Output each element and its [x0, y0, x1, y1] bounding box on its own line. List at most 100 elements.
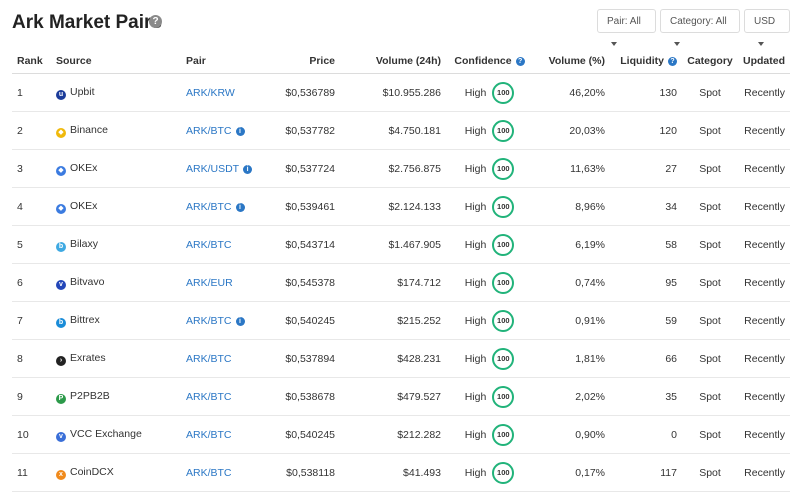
- column-header-updated[interactable]: Updated: [738, 49, 790, 74]
- pair-link[interactable]: ARK/BTC: [186, 390, 232, 403]
- column-header-source[interactable]: Source: [51, 49, 181, 74]
- category-filter-button[interactable]: Category: All: [660, 9, 740, 46]
- info-icon[interactable]: i: [243, 164, 253, 174]
- table-row[interactable]: 8 › Exrates ARK/BTC $0,537894 $428.231 High 100…: [12, 339, 790, 378]
- liquidity-cell: 66: [610, 339, 682, 378]
- currency-select-button[interactable]: USD: [744, 9, 790, 46]
- confidence-score-badge[interactable]: 100: [492, 309, 515, 332]
- category-cell: Spot: [682, 111, 738, 150]
- pair-link[interactable]: ARK/BTC: [186, 124, 232, 137]
- source-name: Bittrex: [70, 313, 100, 326]
- table-row[interactable]: 5 b Bilaxy ARK/BTC $0,543714 $1.467.905 High 10…: [12, 225, 790, 264]
- table-header-row: Rank Source Pair Price Volume (24h) Conf…: [12, 49, 790, 74]
- column-header-volume-percent[interactable]: Volume (%): [533, 49, 610, 74]
- updated-cell: Recently: [738, 111, 790, 150]
- source-cell[interactable]: ◆ OKEx: [51, 187, 181, 226]
- info-icon[interactable]: ?: [515, 57, 525, 66]
- source-cell[interactable]: › Exrates: [51, 339, 181, 378]
- source-name: Bitvavo: [70, 275, 105, 288]
- table-row[interactable]: 11 x CoinDCX ARK/BTC $0,538118 $41.493 High 100…: [12, 453, 790, 492]
- confidence-score-badge[interactable]: 100: [492, 157, 515, 180]
- source-cell[interactable]: b Bittrex: [51, 301, 181, 340]
- source-cell[interactable]: ◆ OKEx: [51, 149, 181, 188]
- price-cell: $0,537724: [277, 149, 340, 188]
- pair-cell: ARK/BTC i: [181, 111, 277, 150]
- confidence-score-badge[interactable]: 100: [492, 385, 515, 408]
- column-header-price[interactable]: Price: [277, 49, 340, 74]
- help-icon[interactable]: ?: [149, 15, 162, 28]
- table-row[interactable]: 1 u Upbit ARK/KRW $0,536789 $10.955.286 High 10…: [12, 73, 790, 112]
- liquidity-cell: 130: [610, 73, 682, 112]
- source-cell[interactable]: P P2PB2B: [51, 377, 181, 416]
- pair-cell: ARK/EUR: [181, 263, 277, 302]
- source-cell[interactable]: v VCC Exchange: [51, 415, 181, 454]
- confidence-score-badge[interactable]: 100: [492, 461, 515, 484]
- column-header-rank[interactable]: Rank: [12, 49, 51, 74]
- pair-link[interactable]: ARK/BTC: [186, 466, 232, 479]
- price-cell: $0,543714: [277, 225, 340, 264]
- source-cell[interactable]: b Bilaxy: [51, 225, 181, 264]
- okex-icon: ◆: [56, 203, 66, 214]
- table-row[interactable]: 10 v VCC Exchange ARK/BTC $0,540245 $212.282 H…: [12, 415, 790, 454]
- liquidity-header-label: Liquidity: [620, 55, 664, 67]
- info-icon[interactable]: i: [235, 126, 245, 136]
- source-cell[interactable]: v Bitvavo: [51, 263, 181, 302]
- column-header-volume[interactable]: Volume (24h): [340, 49, 446, 74]
- category-cell: Spot: [682, 453, 738, 492]
- volume-percent-cell: 20,03%: [533, 111, 610, 150]
- confidence-score-badge[interactable]: 100: [492, 119, 515, 142]
- table-row[interactable]: 4 ◆ OKEx ARK/BTC i $0,539461 $2.124.133 High 100…: [12, 187, 790, 226]
- column-header-category[interactable]: Category: [682, 49, 738, 74]
- column-header-pair[interactable]: Pair: [181, 49, 277, 74]
- coindcx-icon: x: [56, 469, 66, 480]
- confidence-score-badge[interactable]: 100: [492, 423, 515, 446]
- volume-cell: $41.493: [340, 453, 446, 492]
- confidence-label: High: [464, 352, 487, 365]
- pair-link[interactable]: ARK/BTC: [186, 428, 232, 441]
- category-cell: Spot: [682, 263, 738, 302]
- category-cell: Spot: [682, 415, 738, 454]
- rank-cell: 9: [12, 377, 51, 416]
- category-cell: Spot: [682, 339, 738, 378]
- confidence-score-badge[interactable]: 100: [492, 195, 515, 218]
- pair-cell: ARK/BTC: [181, 225, 277, 264]
- table-row[interactable]: 7 b Bittrex ARK/BTC i $0,540245 $215.252 High 10…: [12, 301, 790, 340]
- info-icon[interactable]: i: [235, 202, 245, 212]
- p2pb2b-icon: P: [56, 393, 66, 404]
- rank-cell: 3: [12, 149, 51, 188]
- rank-cell: 6: [12, 263, 51, 302]
- source-cell[interactable]: ◆ Binance: [51, 111, 181, 150]
- volume-cell: $428.231: [340, 339, 446, 378]
- confidence-score-badge[interactable]: 100: [492, 233, 515, 256]
- column-header-liquidity[interactable]: Liquidity?: [610, 49, 682, 74]
- pair-link[interactable]: ARK/BTC: [186, 238, 232, 251]
- info-icon[interactable]: ?: [668, 57, 677, 66]
- confidence-score-badge[interactable]: 100: [492, 347, 515, 370]
- pair-link[interactable]: ARK/BTC: [186, 200, 232, 213]
- pair-link[interactable]: ARK/KRW: [186, 86, 235, 99]
- updated-cell: Recently: [738, 73, 790, 112]
- pair-link[interactable]: ARK/BTC: [186, 314, 232, 327]
- pair-cell: ARK/BTC: [181, 453, 277, 492]
- confidence-cell: High 100: [446, 187, 533, 226]
- rank-cell: 2: [12, 111, 51, 150]
- pair-link[interactable]: ARK/EUR: [186, 276, 233, 289]
- table-row[interactable]: 6 v Bitvavo ARK/EUR $0,545378 $174.712 High 100…: [12, 263, 790, 302]
- pair-link[interactable]: ARK/BTC: [186, 352, 232, 365]
- confidence-cell: High 100: [446, 301, 533, 340]
- source-name: OKEx: [70, 161, 98, 174]
- table-row[interactable]: 3 ◆ OKEx ARK/USDT i $0,537724 $2.756.875 High 10…: [12, 149, 790, 188]
- table-row[interactable]: 2 ◆ Binance ARK/BTC i $0,537782 $4.750.181 High…: [12, 111, 790, 150]
- volume-percent-cell: 6,19%: [533, 225, 610, 264]
- confidence-score-badge[interactable]: 100: [492, 81, 515, 104]
- pair-link[interactable]: ARK/USDT: [186, 162, 240, 175]
- pair-filter-button[interactable]: Pair: All: [597, 9, 656, 46]
- table-row[interactable]: 9 P P2PB2B ARK/BTC $0,538678 $479.527 High 100 2…: [12, 377, 790, 416]
- column-header-confidence[interactable]: Confidence?: [446, 49, 533, 74]
- confidence-score-badge[interactable]: 100: [492, 271, 515, 294]
- info-icon[interactable]: i: [235, 316, 245, 326]
- volume-percent-cell: 0,74%: [533, 263, 610, 302]
- source-cell[interactable]: x CoinDCX: [51, 453, 181, 492]
- source-cell[interactable]: u Upbit: [51, 73, 181, 112]
- confidence-cell: High 100: [446, 415, 533, 454]
